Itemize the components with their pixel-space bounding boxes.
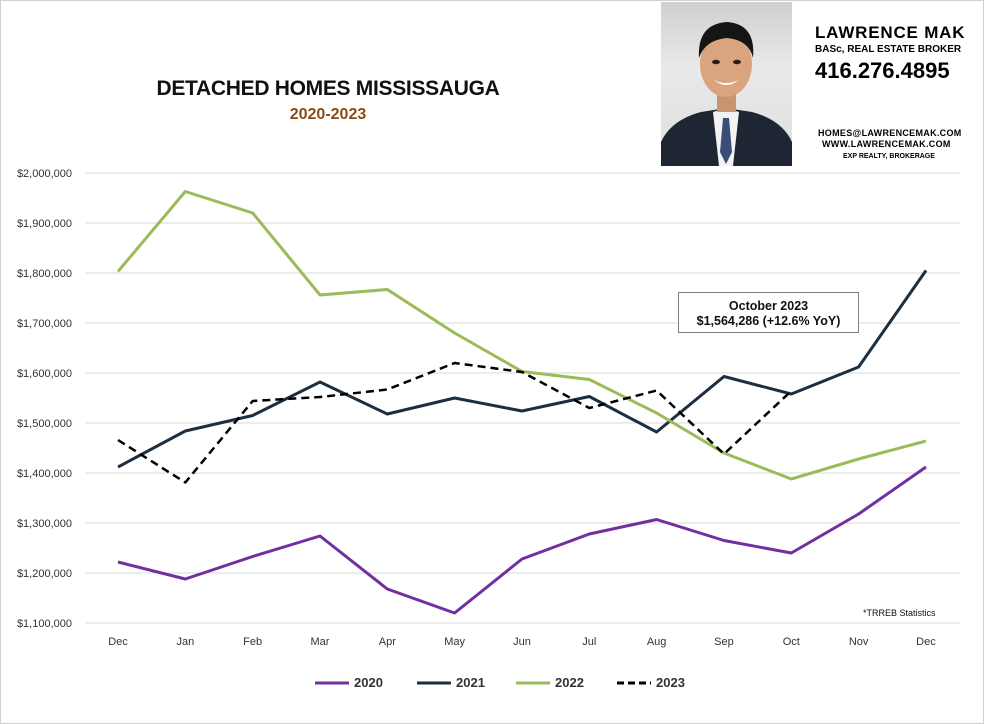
x-tick-label: Feb: [243, 636, 262, 648]
y-tick-label: $1,900,000: [17, 218, 72, 230]
x-tick-label: Sep: [714, 636, 734, 648]
y-tick-label: $1,400,000: [17, 468, 72, 480]
agent-email: HOMES@LAWRENCEMAK.COM: [818, 128, 962, 138]
series-line-2023: [117, 361, 793, 484]
x-tick-label: Jul: [582, 636, 596, 648]
series-lines: [116, 190, 928, 615]
x-tick-label: Apr: [379, 636, 396, 648]
x-tick-label: Mar: [311, 636, 330, 648]
series-line-2020: [117, 465, 927, 615]
x-tick-label: Jun: [513, 636, 531, 648]
y-tick-label: $1,600,000: [17, 368, 72, 380]
x-axis-ticks: Dec Jan Feb Mar Apr May Jun Jul Aug Sep Oct Nov Dec: [108, 636, 936, 648]
legend-label: 2023: [656, 675, 685, 690]
series-line-2021: [117, 269, 928, 469]
y-tick-label: $1,100,000: [17, 618, 72, 630]
y-tick-label: $1,800,000: [17, 268, 72, 280]
y-tick-label: $1,500,000: [17, 418, 72, 430]
agent-website: WWW.LAWRENCEMAK.COM: [822, 139, 951, 149]
legend-label: 2021: [456, 675, 485, 690]
chart-subtitle: 2020-2023: [289, 106, 367, 123]
y-tick-label: $1,200,000: [17, 568, 72, 580]
legend-swatch: [315, 681, 349, 685]
october-2023-callout: October 2023 $1,564,286 (+12.6% YoY): [678, 292, 859, 333]
gridlines: [85, 172, 960, 624]
x-tick-label: May: [444, 636, 465, 648]
x-tick-label: Dec: [916, 636, 936, 648]
legend-label: 2020: [354, 675, 383, 690]
legend-swatch: [516, 681, 550, 685]
y-axis-ticks: $1,100,000 $1,200,000 $1,300,000 $1,400,000…: [17, 168, 72, 630]
callout-title: October 2023: [728, 299, 809, 313]
x-tick-label: Aug: [647, 636, 667, 648]
x-tick-label: Nov: [849, 636, 869, 648]
agent-brokerage: EXP REALTY, BROKERAGE: [843, 153, 935, 160]
y-tick-label: $2,000,000: [17, 168, 72, 180]
source-note: *TRREB Statistics: [863, 608, 936, 618]
x-tick-label: Jan: [176, 636, 194, 648]
agent-role: BASc, REAL ESTATE BROKER: [815, 44, 962, 55]
agent-phone: 416.276.4895: [815, 58, 950, 83]
legend-label: 2022: [555, 675, 584, 690]
agent-photo: [661, 2, 792, 166]
chart-title: DETACHED HOMES MISSISSAUGA: [156, 77, 500, 100]
agent-name: LAWRENCE MAK: [815, 23, 966, 42]
y-tick-label: $1,300,000: [17, 518, 72, 530]
legend-swatch: [617, 681, 651, 685]
x-tick-label: Oct: [783, 636, 800, 648]
y-tick-label: $1,700,000: [17, 318, 72, 330]
x-tick-label: Dec: [108, 636, 128, 648]
series-line-2022: [116, 190, 927, 481]
legend-swatch: [417, 681, 451, 685]
callout-value: $1,564,286 (+12.6% YoY): [696, 314, 841, 328]
legend: 2020 2021 2022 2023: [300, 674, 700, 692]
